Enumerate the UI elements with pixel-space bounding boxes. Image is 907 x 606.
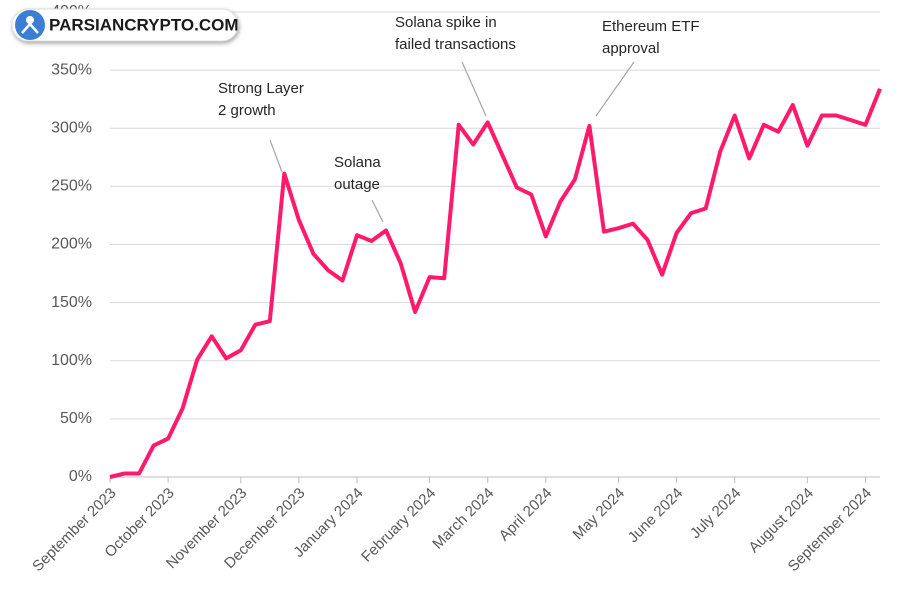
annotation-leader <box>269 139 283 173</box>
x-tick-label: September 2023 <box>29 485 119 575</box>
annotation-text: 2 growth <box>218 102 276 119</box>
x-tick-label: April 2024 <box>496 485 556 545</box>
annotation-text: Ethereum ETF <box>602 18 700 35</box>
y-tick-label: 250% <box>51 178 92 195</box>
y-tick-label: 0% <box>69 468 92 485</box>
logo-icon-mark <box>21 22 39 34</box>
x-tick-label: March 2024 <box>429 485 497 553</box>
x-tick-label: February 2024 <box>358 485 439 566</box>
annotation-text: Strong Layer <box>218 80 304 97</box>
annotation-leader <box>595 61 635 117</box>
x-tick-label: June 2024 <box>625 485 687 547</box>
annotation-text: approval <box>602 40 660 57</box>
y-tick-label: 150% <box>51 294 92 311</box>
annotation-text: Solana <box>334 154 381 171</box>
data-line <box>109 87 882 479</box>
annotation-text: Solana spike in <box>395 14 497 31</box>
annotation-text: outage <box>334 176 380 193</box>
y-tick-label: 300% <box>51 119 92 136</box>
y-tick-label: 350% <box>51 61 92 78</box>
annotation-text: failed transactions <box>395 36 516 53</box>
watermark-text: PARSIANCRYPTO.COM <box>49 15 239 34</box>
x-tick-label: July 2024 <box>687 485 744 542</box>
watermark-logo: PARSIANCRYPTO.COM <box>11 8 239 42</box>
logo-icon-dot <box>26 16 34 24</box>
y-tick-label: 100% <box>51 352 92 369</box>
x-tick-label: May 2024 <box>570 485 629 544</box>
annotation-leader <box>461 61 487 117</box>
y-tick-label: 200% <box>51 236 92 253</box>
y-tick-label: 50% <box>60 410 92 427</box>
logo-pill <box>11 8 239 42</box>
annotation-leader <box>371 199 384 223</box>
